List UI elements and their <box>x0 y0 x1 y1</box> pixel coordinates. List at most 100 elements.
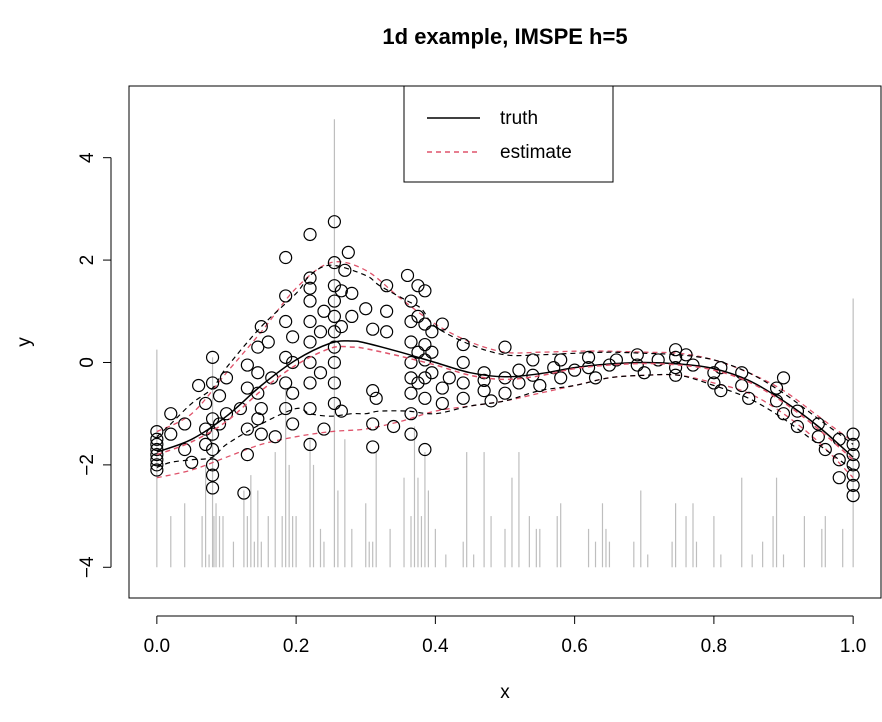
data-point-94 <box>380 325 394 339</box>
estimate-line <box>156 345 854 461</box>
data-point-106 <box>411 309 425 323</box>
data-point-112 <box>418 353 432 367</box>
data-point-95 <box>386 419 401 434</box>
data-point-7 <box>150 463 164 477</box>
data-point-182 <box>846 478 860 492</box>
points-layer <box>150 215 860 503</box>
data-point-26 <box>212 417 227 431</box>
data-point-49 <box>279 376 293 390</box>
data-point-138 <box>533 378 547 393</box>
data-point-46 <box>279 289 293 303</box>
data-point-126 <box>456 391 470 405</box>
data-point-124 <box>456 355 470 370</box>
data-point-173 <box>818 442 832 457</box>
data-point-136 <box>526 353 540 367</box>
data-point-24 <box>205 481 220 495</box>
data-point-76 <box>327 355 342 370</box>
data-point-154 <box>668 361 683 375</box>
data-point-93 <box>380 304 394 318</box>
data-point-64 <box>303 437 317 451</box>
data-point-85 <box>345 286 359 300</box>
data-point-129 <box>477 384 491 398</box>
data-point-122 <box>442 371 456 385</box>
data-point-12 <box>185 455 199 469</box>
data-point-30 <box>237 486 251 500</box>
data-point-98 <box>404 314 418 329</box>
data-point-116 <box>425 325 439 339</box>
data-point-33 <box>240 422 254 436</box>
data-point-108 <box>411 376 425 390</box>
data-point-147 <box>609 353 624 367</box>
data-point-89 <box>366 417 380 431</box>
data-point-80 <box>334 320 348 334</box>
data-point-2 <box>150 437 164 451</box>
data-point-78 <box>327 396 342 411</box>
data-point-62 <box>303 376 317 390</box>
data-point-179 <box>846 448 860 462</box>
data-point-143 <box>581 350 596 364</box>
data-point-21 <box>205 442 220 457</box>
data-point-44 <box>268 430 282 444</box>
data-point-6 <box>150 458 164 472</box>
data-point-86 <box>359 302 373 316</box>
data-point-102 <box>404 386 418 400</box>
y-tick-label: 4 <box>77 152 98 163</box>
truth-upper-band <box>156 264 854 445</box>
data-point-32 <box>240 358 254 372</box>
data-point-67 <box>317 304 331 318</box>
data-point-25 <box>212 389 227 403</box>
data-point-90 <box>366 440 380 454</box>
data-point-22 <box>205 458 220 472</box>
data-point-81 <box>334 404 348 418</box>
data-point-155 <box>668 368 683 382</box>
x-tick-label: 1.0 <box>840 636 866 657</box>
data-point-59 <box>303 314 317 329</box>
data-point-175 <box>832 453 846 467</box>
legend-truth-label: truth <box>500 108 538 129</box>
data-point-160 <box>714 384 728 398</box>
data-point-149 <box>630 358 644 372</box>
data-point-47 <box>279 314 293 329</box>
data-point-23 <box>205 468 220 482</box>
data-point-15 <box>198 396 213 411</box>
y-tick-label: 0 <box>77 357 98 368</box>
data-point-171 <box>811 417 825 431</box>
data-point-65 <box>313 325 328 339</box>
spikes-layer <box>156 119 854 568</box>
x-tick-label: 0.8 <box>701 636 727 657</box>
data-point-60 <box>303 335 317 349</box>
data-point-16 <box>198 437 213 451</box>
data-point-135 <box>512 376 526 390</box>
legend-box <box>403 85 614 183</box>
data-point-170 <box>790 404 805 418</box>
data-point-165 <box>769 381 784 395</box>
data-point-164 <box>742 391 756 405</box>
data-point-52 <box>286 355 300 370</box>
data-point-83 <box>341 245 355 259</box>
data-point-40 <box>254 401 268 416</box>
data-point-35 <box>251 340 265 354</box>
data-point-125 <box>456 376 470 390</box>
data-point-118 <box>425 366 439 380</box>
data-point-121 <box>435 396 449 411</box>
data-point-53 <box>286 386 300 400</box>
data-point-55 <box>303 227 317 242</box>
data-point-127 <box>477 366 491 380</box>
x-axis: 0.0 0.2 0.4 0.6 0.8 1.0 <box>144 615 866 657</box>
data-point-58 <box>303 294 317 308</box>
data-point-42 <box>261 335 275 349</box>
data-point-174 <box>832 432 846 446</box>
data-point-97 <box>404 294 418 308</box>
data-point-168 <box>776 371 791 385</box>
data-point-63 <box>303 401 317 416</box>
data-point-156 <box>679 348 693 362</box>
data-point-120 <box>435 381 449 395</box>
data-point-142 <box>568 363 582 377</box>
data-point-56 <box>303 271 317 285</box>
data-point-158 <box>707 366 721 380</box>
data-point-141 <box>554 371 568 385</box>
data-point-82 <box>338 263 352 277</box>
data-point-79 <box>334 284 348 298</box>
data-point-41 <box>254 427 268 441</box>
